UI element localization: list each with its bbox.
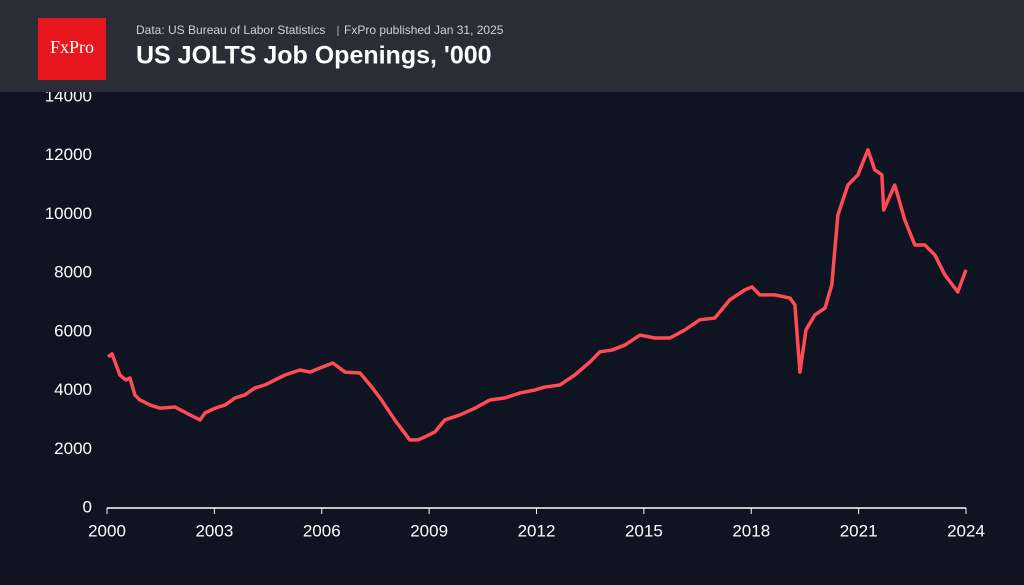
x-tick-label: 2015 xyxy=(625,521,663,540)
logo: FxPro xyxy=(50,37,94,57)
published: FxPro published Jan 31, 2025 xyxy=(344,23,504,37)
source: Data: US Bureau of Labor Statistics xyxy=(136,23,325,37)
y-tick-label: 2000 xyxy=(54,439,92,458)
x-tick-label: 2000 xyxy=(88,521,126,540)
logo-box xyxy=(38,18,106,80)
y-tick-label: 10000 xyxy=(45,204,92,223)
x-tick-label: 2021 xyxy=(840,521,878,540)
x-tick-label: 2024 xyxy=(947,521,985,540)
header xyxy=(0,0,1024,92)
x-tick-label: 2003 xyxy=(195,521,233,540)
x-tick-label: 2009 xyxy=(410,521,448,540)
line xyxy=(107,148,968,442)
x-tick-label: 2018 xyxy=(732,521,770,540)
y-tick-label: 12000 xyxy=(45,145,92,164)
y-tick-label: 0 xyxy=(83,497,92,516)
x-tick-label: 2006 xyxy=(303,521,341,540)
y-tick-label: 6000 xyxy=(54,321,92,340)
chart-title: US JOLTS Job Openings, '000 xyxy=(136,42,492,70)
y-tick-label: 8000 xyxy=(54,263,92,282)
y-tick-label: 4000 xyxy=(54,380,92,399)
x-tick-label: 2012 xyxy=(518,521,556,540)
